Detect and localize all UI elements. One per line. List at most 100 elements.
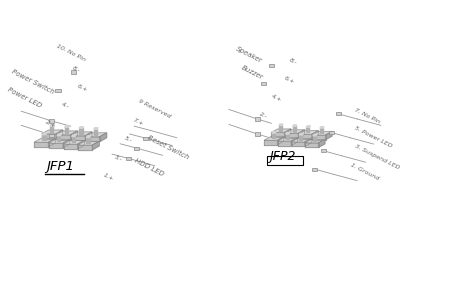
Polygon shape: [56, 130, 63, 139]
Bar: [255, 117, 260, 120]
Bar: [49, 119, 55, 123]
Polygon shape: [78, 145, 92, 150]
Text: 6.+: 6.+: [283, 75, 295, 85]
Polygon shape: [285, 134, 289, 139]
Polygon shape: [299, 135, 302, 140]
Polygon shape: [313, 134, 317, 136]
Polygon shape: [64, 144, 78, 149]
Polygon shape: [35, 142, 48, 147]
Text: JFP2: JFP2: [269, 150, 295, 164]
Bar: [269, 64, 274, 67]
Polygon shape: [92, 141, 99, 150]
Text: 10. No Pin: 10. No Pin: [55, 43, 86, 62]
Bar: [55, 89, 61, 92]
Polygon shape: [279, 124, 283, 125]
Bar: [49, 134, 55, 137]
Polygon shape: [272, 132, 284, 137]
Text: Power Switch: Power Switch: [11, 68, 55, 95]
Text: 5.-: 5.-: [123, 136, 133, 144]
Text: Buzzer: Buzzer: [240, 65, 264, 81]
Polygon shape: [50, 125, 55, 126]
Text: 2.+: 2.+: [45, 119, 57, 129]
Polygon shape: [42, 130, 63, 134]
Polygon shape: [278, 141, 291, 146]
Polygon shape: [306, 127, 310, 132]
Polygon shape: [72, 136, 75, 142]
Text: 8.-: 8.-: [288, 57, 298, 66]
Text: 4.-: 4.-: [60, 101, 70, 109]
Polygon shape: [57, 136, 61, 141]
Polygon shape: [78, 140, 84, 149]
Bar: [255, 132, 260, 136]
Polygon shape: [57, 134, 62, 136]
Polygon shape: [312, 135, 326, 139]
Polygon shape: [86, 136, 91, 138]
Text: 1. Ground: 1. Ground: [349, 163, 379, 181]
Polygon shape: [86, 133, 107, 137]
Polygon shape: [43, 133, 47, 135]
Polygon shape: [64, 127, 68, 133]
Polygon shape: [326, 132, 332, 139]
Polygon shape: [279, 125, 282, 131]
Text: HDD LED: HDD LED: [133, 157, 164, 177]
Polygon shape: [78, 141, 99, 145]
Text: 2.-: 2.-: [258, 112, 268, 120]
Polygon shape: [272, 132, 276, 133]
Polygon shape: [42, 134, 56, 139]
Text: 1.+: 1.+: [103, 173, 115, 182]
Polygon shape: [71, 136, 85, 141]
Text: Speaker: Speaker: [235, 46, 263, 64]
Text: Power LED: Power LED: [6, 87, 42, 109]
Polygon shape: [285, 130, 305, 133]
Polygon shape: [313, 136, 316, 141]
Text: JFP1: JFP1: [46, 160, 74, 173]
Polygon shape: [285, 133, 298, 138]
Polygon shape: [50, 126, 54, 132]
Polygon shape: [272, 133, 275, 139]
Polygon shape: [305, 143, 319, 147]
Polygon shape: [298, 130, 305, 138]
Polygon shape: [56, 131, 77, 135]
Polygon shape: [292, 139, 311, 142]
Polygon shape: [64, 140, 84, 144]
Polygon shape: [278, 138, 298, 141]
Bar: [312, 168, 318, 171]
Text: 8.-: 8.-: [71, 65, 81, 74]
Polygon shape: [71, 131, 77, 139]
Bar: [261, 82, 266, 85]
Polygon shape: [305, 139, 325, 143]
Polygon shape: [305, 139, 311, 146]
Polygon shape: [79, 128, 82, 134]
Text: Reset Switch: Reset Switch: [146, 135, 190, 161]
Polygon shape: [292, 125, 297, 126]
Polygon shape: [292, 142, 305, 146]
Polygon shape: [299, 131, 318, 134]
Polygon shape: [63, 139, 70, 148]
Polygon shape: [49, 139, 70, 143]
Polygon shape: [64, 126, 69, 127]
Polygon shape: [299, 134, 312, 139]
Polygon shape: [284, 129, 291, 137]
Polygon shape: [72, 135, 76, 136]
Polygon shape: [100, 133, 107, 141]
Polygon shape: [320, 128, 323, 133]
Text: 5. Power LED: 5. Power LED: [354, 126, 393, 149]
Bar: [144, 137, 149, 140]
Text: 3. Suspend LED: 3. Suspend LED: [354, 144, 400, 171]
Bar: [328, 131, 334, 134]
Polygon shape: [312, 131, 318, 139]
Bar: [267, 156, 303, 165]
Text: 9 Reserved: 9 Reserved: [138, 98, 172, 119]
Polygon shape: [35, 139, 55, 142]
Polygon shape: [264, 140, 277, 145]
Bar: [336, 112, 341, 115]
Text: 7. No Pin: 7. No Pin: [354, 107, 381, 124]
Polygon shape: [320, 127, 324, 128]
Polygon shape: [94, 129, 97, 135]
Polygon shape: [299, 134, 303, 135]
Polygon shape: [71, 132, 92, 136]
Polygon shape: [292, 126, 296, 132]
Text: 7.+: 7.+: [132, 117, 145, 127]
Polygon shape: [285, 133, 290, 134]
Text: 6.+: 6.+: [76, 84, 88, 93]
